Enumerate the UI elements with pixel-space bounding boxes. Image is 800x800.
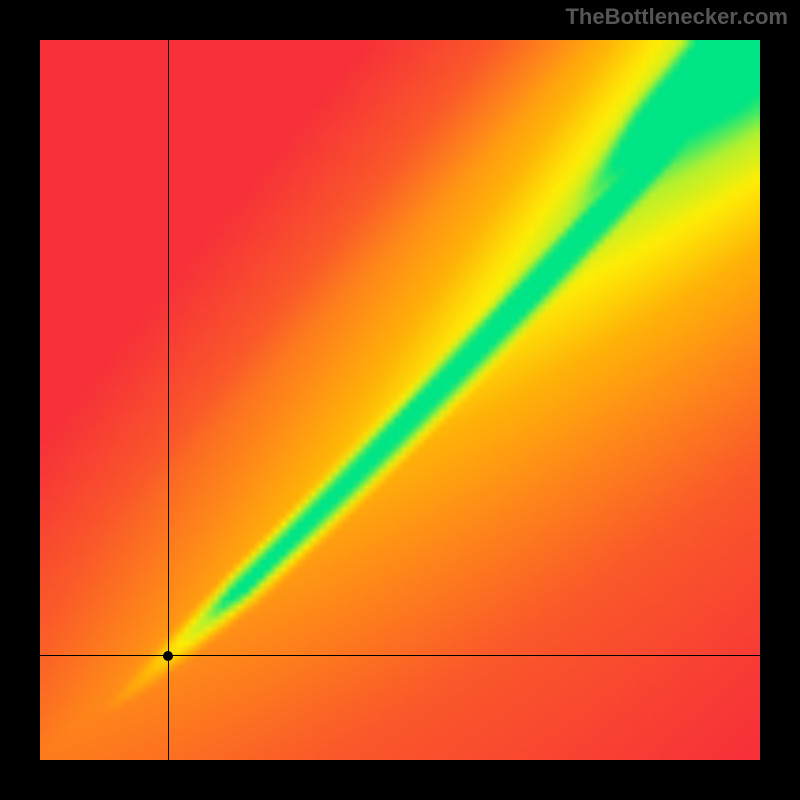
crosshair-horizontal — [40, 655, 760, 656]
crosshair-marker — [163, 651, 173, 661]
watermark-text: TheBottlenecker.com — [565, 4, 788, 30]
bottleneck-heatmap — [40, 40, 760, 760]
